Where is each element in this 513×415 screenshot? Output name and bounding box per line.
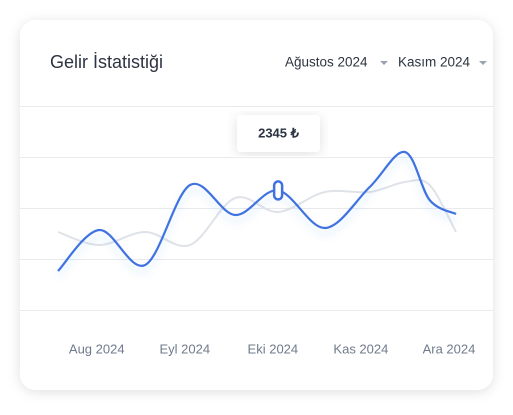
- x-tick-label: Aug 2024: [69, 341, 125, 356]
- tooltip-box: [237, 115, 320, 152]
- plot: Aug 2024 Eyl 2024 Eki 2024 Kas 2024 Ara 2024…: [57, 115, 476, 356]
- x-tick-label: Eyl 2024: [159, 341, 210, 356]
- dropdown-caret[interactable]: [380, 61, 388, 65]
- series-line: [57, 178, 457, 248]
- x-tick-label: Ara 2024: [423, 341, 476, 356]
- card: [20, 20, 493, 390]
- hover-marker: [272, 180, 284, 201]
- grid: [20, 106, 493, 311]
- card-title: Gelir İstatistiği: [50, 52, 163, 72]
- x-tick-label: Kas 2024: [333, 341, 388, 356]
- x-tick-label: Eki 2024: [248, 341, 299, 356]
- range-start-dropdown[interactable]: Ağustos 2024: [285, 55, 368, 70]
- tooltip-text: 2345 ₺: [258, 125, 300, 140]
- range-end-dropdown[interactable]: Kasım 2024: [398, 55, 471, 70]
- dropdown-caret[interactable]: [479, 61, 487, 65]
